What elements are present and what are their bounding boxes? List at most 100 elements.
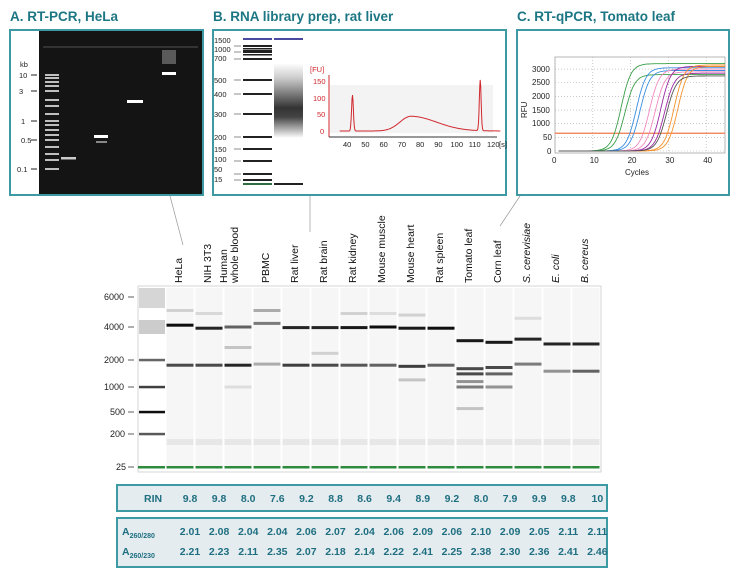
lane-label-b-cereus: B. cereus	[578, 238, 591, 283]
gel-marker-band	[398, 466, 426, 469]
gel-band	[195, 363, 223, 367]
gel-lane	[311, 288, 339, 468]
panel-a-tick-label: 0.1	[17, 164, 28, 174]
panel-a-ladder-band	[45, 90, 59, 92]
panel-a-band	[94, 135, 108, 138]
rin-value: 8.9	[415, 493, 431, 505]
panel-b-xtick-label: 60	[379, 140, 388, 149]
panel-b-ladder-band	[243, 93, 272, 95]
gel-ladder-label: 500	[110, 407, 126, 417]
panel-b-ladder-band	[243, 160, 272, 162]
gel-band	[282, 363, 310, 367]
gel-band	[195, 312, 223, 316]
gel-band	[456, 367, 484, 371]
a260-230-value: 2.23	[208, 546, 230, 558]
gel-band	[369, 312, 397, 316]
panel-a-ladder-band	[45, 129, 59, 131]
lane-label-hela: HeLa	[172, 257, 185, 283]
gel-low-band	[282, 439, 310, 445]
gel-ladder-label: 200	[110, 429, 126, 439]
a260-230-value: 2.07	[296, 546, 317, 558]
rin-value: 9.9	[531, 493, 547, 505]
panel-b-xtick-label: 100	[450, 140, 464, 149]
panel-a-ladder-band	[45, 74, 59, 76]
gel-band	[340, 363, 368, 367]
ladder-band	[139, 432, 165, 436]
panel-b-ladder-band	[243, 58, 272, 60]
panel-c-ytick-label: 50	[543, 132, 552, 142]
panel-b-ladder-label: 500	[214, 75, 227, 85]
gel-band	[166, 363, 194, 367]
rin-value: 8.6	[357, 493, 372, 505]
panel-c-xlabel: Cycles	[625, 168, 650, 177]
a260-280-value: 2.06	[383, 526, 404, 538]
gel-band	[311, 326, 339, 330]
panel-a-gel	[39, 31, 202, 194]
gel-lane	[369, 288, 397, 468]
a260-230-value: 2.14	[354, 546, 375, 558]
panel-a-ladder-band	[45, 113, 59, 115]
gel-lane	[282, 288, 310, 468]
ladder-smear	[139, 320, 165, 334]
rin-value: 9.8	[560, 493, 576, 505]
panel-a-ladder-band	[45, 153, 59, 155]
gel-band	[485, 340, 513, 344]
lane-label-corn-leaf: Corn leaf	[491, 240, 504, 283]
a260-230-value: 2.38	[470, 546, 492, 558]
panel-a-ladder-band	[45, 146, 59, 148]
rin-label: RIN	[144, 493, 163, 505]
a260-280-value: 2.05	[528, 526, 550, 538]
gel-lane	[543, 288, 571, 468]
gel-marker-band	[369, 466, 397, 469]
rin-table: RIN 9.8 9.8 8.0 7.6 9.2 8.8 8.6 9.4 8.9 9.2 8.0 7.9…	[116, 484, 608, 512]
gel-low-band	[224, 439, 252, 445]
panel-c-ytick-label: 3000	[532, 64, 550, 74]
gel-marker-band	[311, 466, 339, 469]
a260-280-value: 2.11	[587, 526, 608, 538]
lane-label-tomato-leaf: Tomato leaf	[462, 228, 475, 283]
gel-lane	[166, 288, 194, 468]
a260-280-value: 2.08	[208, 526, 230, 538]
panel-b-ladder-band	[243, 48, 272, 50]
lane-label-rat-brain: Rat brain	[317, 240, 330, 283]
panel-a-band	[162, 72, 176, 75]
gel-marker-band	[456, 466, 484, 469]
gel-band	[456, 372, 484, 376]
a260-280-value: 2.07	[325, 526, 346, 538]
panel-a-ladder-band	[45, 159, 59, 161]
panel-a-ladder-band	[45, 124, 59, 126]
panel-a-tick-label: 10	[19, 70, 28, 80]
panel-b-ladder-band	[243, 45, 272, 47]
gel-band	[224, 363, 252, 367]
gel-band	[311, 351, 339, 355]
gel-band	[398, 326, 426, 330]
gel-lane	[398, 288, 426, 468]
panel-a-ladder-band	[45, 139, 59, 141]
a260-280-value: 2.04	[354, 526, 375, 538]
gel-low-band	[253, 439, 281, 445]
gel-band	[369, 363, 397, 367]
panel-a-unit: kb	[20, 60, 28, 69]
rin-value: 9.8	[182, 493, 198, 505]
a260-230-value: 2.25	[441, 546, 463, 558]
panel-b-xtick-label: 90	[434, 140, 443, 149]
gel-marker-band	[514, 466, 542, 469]
panel-c-ylabel: RFU	[520, 101, 529, 118]
panel-a-band	[96, 141, 107, 143]
a260-230-value: 2.36	[528, 546, 550, 558]
a260-230-value: 2.18	[325, 546, 346, 558]
panel-a-wells	[43, 46, 198, 48]
rin-value: 9.2	[299, 493, 314, 505]
a260-280-label: A260/280	[122, 526, 155, 541]
panel-b-ladder-band	[243, 113, 272, 115]
a260-280-value: 2.10	[470, 526, 492, 538]
panel-b-ladder-band	[243, 179, 272, 181]
ladder-smear	[139, 288, 165, 308]
gel-band	[398, 378, 426, 382]
panel-b-ladder-label: 100	[214, 155, 227, 164]
panel-c-xtick-label: 30	[665, 156, 675, 165]
gel-lane	[427, 288, 455, 468]
a260-280-value: 2.09	[412, 526, 434, 538]
gel-ladder-label: 25	[116, 462, 127, 472]
panel-c-xtick-label: 0	[552, 156, 557, 165]
